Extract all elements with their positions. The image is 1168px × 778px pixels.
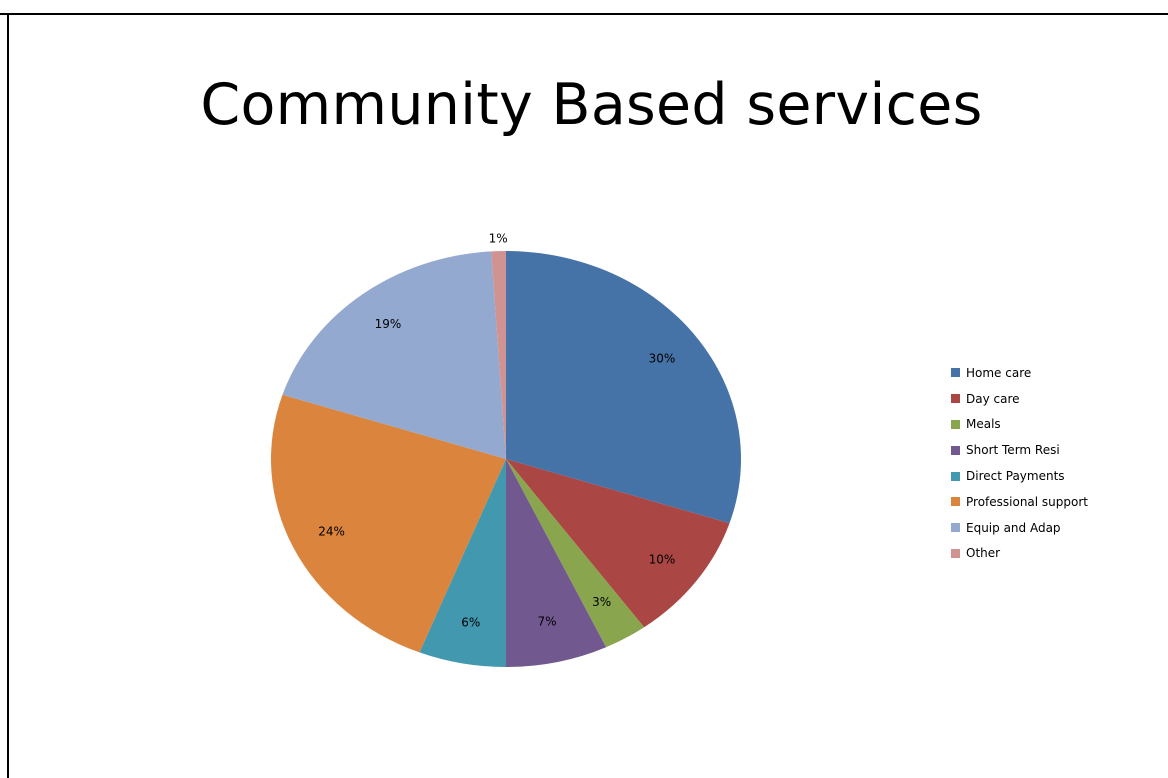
data-label-professional-support: 24% xyxy=(318,525,345,539)
slide-border-left xyxy=(7,13,9,778)
slide-title: Community Based services xyxy=(200,72,983,138)
pie-slice-home-care xyxy=(506,251,742,524)
legend-label: Meals xyxy=(966,417,1001,432)
data-label-day-care: 10% xyxy=(649,552,676,566)
pie-slice-other xyxy=(491,251,506,459)
pie-slice-professional-support xyxy=(270,394,506,653)
legend-swatch xyxy=(951,548,960,558)
data-label-other: 1% xyxy=(489,232,508,246)
legend-item-meals: Meals xyxy=(951,412,1088,438)
pie-slice-meals xyxy=(506,459,645,648)
pie-slice-direct-payments xyxy=(419,459,506,667)
legend-item-home-care: Home care xyxy=(951,360,1088,386)
legend-swatch xyxy=(951,445,960,455)
legend-item-direct-payments: Direct Payments xyxy=(951,463,1088,489)
pie-slice-short-term-resi xyxy=(506,459,607,667)
legend-item-professional-support: Professional support xyxy=(951,489,1088,515)
chart-legend: Home care Day care Meals Short Term Resi Dir… xyxy=(951,360,1088,566)
pie-data-labels: 30% 10% 3% 7% 6% 24% 19% 1% xyxy=(318,232,675,630)
slide-border-top xyxy=(0,13,1168,15)
legend-item-other: Other xyxy=(951,541,1088,567)
pie-slice-day-care xyxy=(506,459,730,628)
legend-item-short-term-resi: Short Term Resi xyxy=(951,437,1088,463)
data-label-direct-payments: 6% xyxy=(461,616,480,630)
legend-swatch xyxy=(951,471,960,481)
legend-label: Equip and Adap xyxy=(966,520,1061,535)
legend-swatch xyxy=(951,523,960,533)
legend-label: Home care xyxy=(966,365,1032,380)
legend-item-equip-and-adap: Equip and Adap xyxy=(951,515,1088,541)
legend-swatch xyxy=(951,394,960,404)
legend-swatch xyxy=(951,368,960,378)
legend-label: Day care xyxy=(966,391,1020,406)
legend-label: Short Term Resi xyxy=(966,443,1060,458)
pie-slice-equip-and-adap xyxy=(282,251,506,459)
legend-item-day-care: Day care xyxy=(951,386,1088,412)
data-label-short-term-resi: 7% xyxy=(537,614,556,628)
pie-slices xyxy=(270,251,742,667)
data-label-home-care: 30% xyxy=(649,352,676,366)
legend-label: Direct Payments xyxy=(966,469,1065,484)
data-label-meals: 3% xyxy=(592,595,611,609)
data-label-equip-and-adap: 19% xyxy=(375,317,402,331)
legend-label: Other xyxy=(966,546,1001,561)
legend-swatch xyxy=(951,419,960,429)
legend-label: Professional support xyxy=(966,494,1089,509)
legend-swatch xyxy=(951,497,960,507)
